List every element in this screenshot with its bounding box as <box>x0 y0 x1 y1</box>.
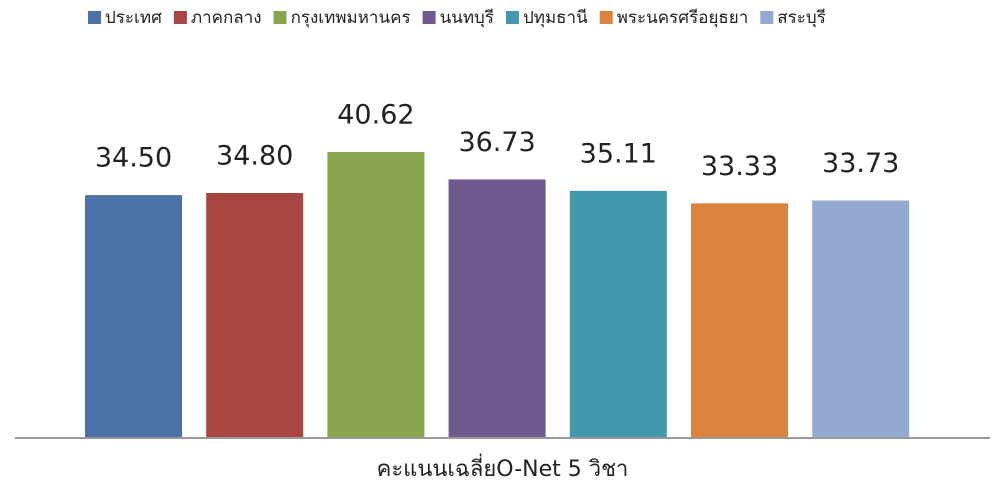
legend-label: พระนครศรีอยุธยา <box>617 8 749 28</box>
bar <box>691 203 788 438</box>
data-label: 35.11 <box>580 138 657 169</box>
data-label: 34.80 <box>216 141 293 172</box>
legend-swatch <box>422 11 436 24</box>
x-tick-label: คะแนนเฉลี่ยO-Net 5 วิชา <box>377 453 629 482</box>
data-label: 33.33 <box>701 151 778 182</box>
legend-label: นนทบุรี <box>440 8 494 28</box>
legend-label: กรุงเทพมหานคร <box>291 8 411 28</box>
data-label: 36.73 <box>458 127 535 158</box>
legend-swatch <box>760 11 774 24</box>
bar <box>327 152 425 438</box>
bar <box>569 190 667 438</box>
legend-swatch <box>88 11 101 24</box>
data-label: 33.73 <box>822 148 899 179</box>
legend-label: ภาคกลาง <box>191 8 262 28</box>
legend-label: ประเทศ <box>105 8 162 28</box>
data-label: 34.50 <box>95 143 172 174</box>
bar <box>85 195 182 438</box>
legend-swatch <box>599 11 613 24</box>
legend-label: สระบุรี <box>777 8 826 28</box>
legend-swatch <box>273 11 287 24</box>
bar <box>812 200 910 438</box>
data-label: 40.62 <box>337 100 414 131</box>
bar <box>448 179 546 438</box>
legend-swatch <box>505 11 519 24</box>
legend-swatch <box>173 11 187 24</box>
bar <box>206 193 304 438</box>
legend-label: ปทุมธานี <box>523 8 588 28</box>
